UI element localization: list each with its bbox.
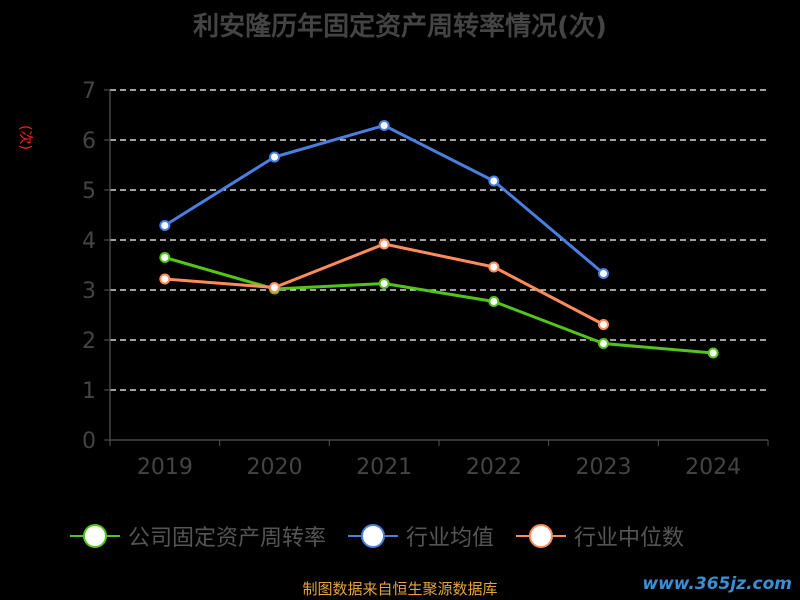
x-tick-label: 2019 bbox=[137, 455, 193, 480]
data-point bbox=[488, 261, 500, 273]
axes: 0 1 2 3 4 5 6 7 2019 2020 2021 2022 2023 2024 bbox=[82, 79, 769, 480]
y-tick-label: 7 bbox=[82, 79, 96, 104]
x-tick-label: 2023 bbox=[576, 455, 632, 480]
series-layer bbox=[159, 120, 719, 359]
x-tick-label: 2024 bbox=[685, 455, 741, 480]
data-point bbox=[378, 120, 390, 131]
y-tick-label: 3 bbox=[82, 279, 96, 304]
legend-item-company[interactable]: 公司固定资产周转率 bbox=[70, 520, 326, 552]
legend-swatch-industry-avg bbox=[348, 523, 399, 549]
legend: 公司固定资产周转率 行业均值 行业中位数 bbox=[70, 520, 770, 552]
data-point bbox=[488, 296, 500, 307]
x-tick-label: 2022 bbox=[466, 455, 522, 480]
y-tick-label: 2 bbox=[82, 329, 96, 354]
y-tick-label: 0 bbox=[82, 429, 96, 454]
y-tick-label: 1 bbox=[82, 379, 96, 404]
legend-label-industry-avg: 行业均值 bbox=[406, 526, 495, 551]
data-point bbox=[598, 268, 609, 279]
data-point bbox=[159, 252, 171, 263]
y-tick-label: 5 bbox=[82, 179, 96, 204]
grid-lines bbox=[110, 89, 768, 391]
data-point bbox=[598, 338, 609, 349]
data-point bbox=[707, 347, 719, 359]
x-tick-label: 2021 bbox=[356, 455, 412, 480]
x-tick-label: 2020 bbox=[247, 455, 303, 480]
legend-item-industry-avg[interactable]: 行业均值 bbox=[348, 520, 494, 552]
source-note: 制图数据来自恒生聚源数据库 bbox=[302, 580, 498, 598]
y-tick-label: 4 bbox=[82, 229, 96, 254]
data-point bbox=[159, 220, 171, 231]
legend-label-company: 公司固定资产周转率 bbox=[128, 526, 327, 551]
legend-swatch-industry-median bbox=[516, 523, 567, 549]
data-point bbox=[378, 238, 390, 250]
data-point bbox=[598, 319, 609, 330]
legend-item-industry-median[interactable]: 行业中位数 bbox=[516, 520, 684, 552]
series-line-1 bbox=[164, 124, 605, 275]
data-point bbox=[378, 278, 390, 289]
data-point bbox=[269, 151, 280, 163]
data-point bbox=[269, 282, 280, 293]
watermark: www.365jz.com bbox=[642, 574, 792, 594]
y-tick-label: 6 bbox=[82, 129, 96, 154]
data-point bbox=[488, 175, 500, 187]
legend-swatch-company bbox=[70, 523, 120, 549]
data-point bbox=[159, 273, 171, 285]
legend-label-industry-median: 行业中位数 bbox=[574, 526, 685, 551]
chart-title: 利安隆历年固定资产周转率情况(次) bbox=[193, 12, 607, 42]
series-line-0 bbox=[164, 256, 714, 355]
